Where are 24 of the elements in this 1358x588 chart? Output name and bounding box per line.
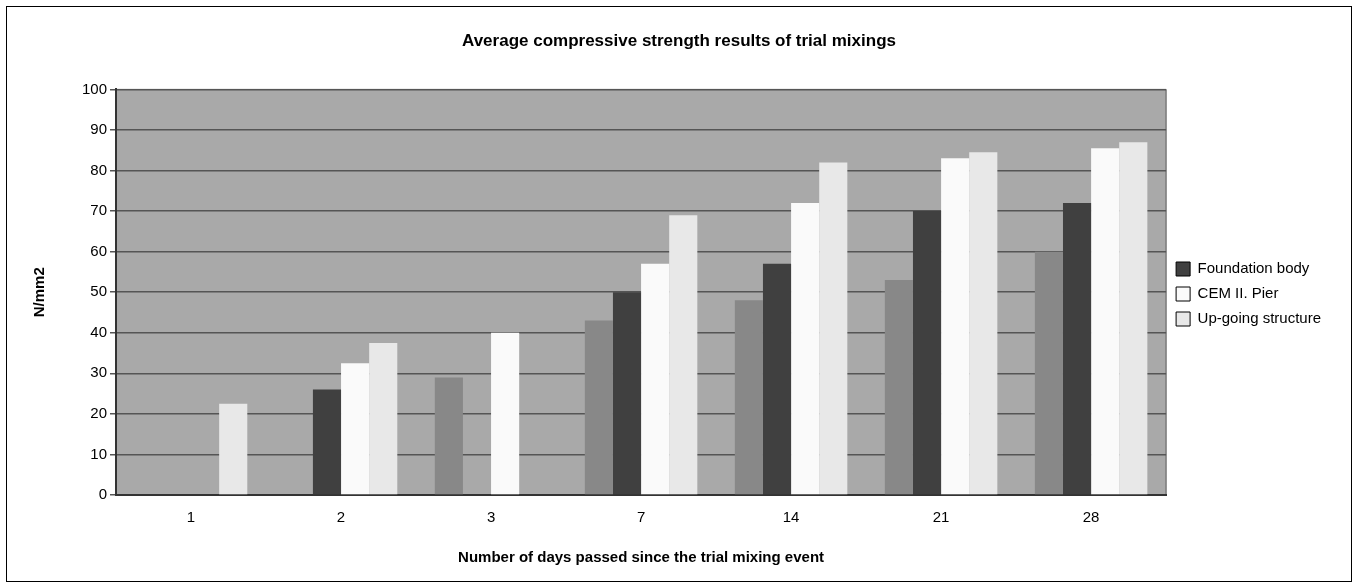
y-tick-label: 80	[90, 160, 108, 178]
y-tick-label: 60	[90, 241, 108, 259]
x-tick-label: 3	[486, 508, 496, 526]
legend-label: Foundation body	[1197, 259, 1310, 277]
y-tick-label: 50	[90, 282, 108, 300]
y-tick-label: 0	[98, 485, 108, 503]
x-tick-label: 28	[1082, 508, 1100, 526]
y-tick-label: 10	[90, 444, 108, 462]
x-tick-label: 21	[932, 508, 950, 526]
x-tick-label: 7	[636, 508, 646, 526]
chart-title: Average compressive strength results of trial mixings	[462, 30, 896, 50]
y-axis-title: N/mm2	[30, 267, 48, 318]
x-tick-label: 2	[336, 508, 346, 526]
y-tick-label: 90	[90, 120, 108, 138]
y-tick-label: 100	[82, 79, 108, 97]
legend-label: Up-going structure	[1197, 309, 1322, 327]
y-tick-label: 20	[90, 404, 108, 422]
legend-label: CEM II. Pier	[1197, 284, 1279, 302]
y-tick-label: 40	[90, 322, 108, 340]
y-tick-label: 30	[90, 363, 108, 381]
y-tick-label: 70	[90, 201, 108, 219]
x-axis-title: Number of days passed since the trial mixing event	[458, 548, 825, 566]
x-tick-label: 1	[186, 508, 196, 526]
x-tick-label: 14	[782, 508, 800, 526]
